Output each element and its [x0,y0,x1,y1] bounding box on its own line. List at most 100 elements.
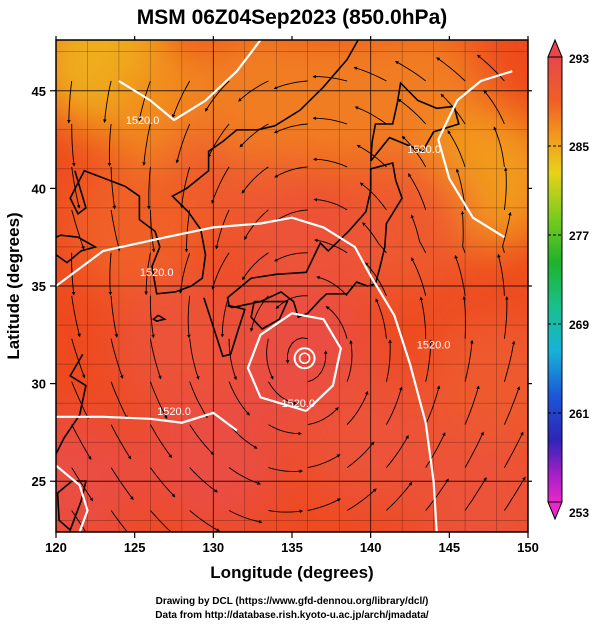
streamline [425,432,446,468]
colorbar-tick-label: 277 [569,229,589,243]
y-tick-label: 30 [32,377,46,392]
streamline [504,476,526,511]
x-tick-label: 135 [281,540,303,555]
streamline [110,381,128,420]
coastline [222,40,359,143]
streamline [503,296,509,339]
streamline [362,222,387,254]
streamline [205,80,230,112]
streamline [307,498,342,511]
streamline [71,209,85,250]
temperature-blob [64,157,205,298]
streamline [150,510,172,532]
streamline [207,123,230,158]
streamline [285,337,308,364]
streamline [71,166,81,209]
streamline [138,80,151,122]
contour-line [246,312,342,413]
streamline [228,338,237,381]
streamline [504,431,524,468]
typhoon-eye-inner [298,352,311,365]
streamline [314,238,348,254]
x-tick-label: 150 [517,540,539,555]
streamline [71,467,93,502]
colorbar: 293 285 277 269 261 253 [547,38,589,521]
typhoon-eye-ring [293,347,316,370]
streamline [312,74,348,82]
colorbar-gradient [547,56,563,503]
streamline [178,252,191,294]
streamline [464,476,487,511]
temperature-blob [111,274,252,415]
streamline [172,80,191,118]
streamline [454,254,466,296]
streamline [476,54,505,82]
contour-line [437,70,513,239]
streamline [394,61,426,82]
colorbar-tick-label: 293 [569,52,589,66]
streamline [110,166,117,210]
streamline [425,385,441,425]
streamline [150,424,173,459]
streamline [359,182,387,211]
streamline [249,295,269,332]
streamline [273,123,308,134]
streamline [228,381,250,416]
streamline [147,166,151,210]
streamline [110,295,119,338]
colorbar-tick-label: 261 [569,407,589,421]
contour-label: 1520.0 [157,406,191,418]
streamline [425,478,449,511]
streamline [436,57,466,82]
streamline [275,295,308,309]
streamline [241,166,269,194]
streamline [175,123,191,164]
streamline [353,66,387,82]
contour-label: 1520.0 [417,339,451,351]
y-axis-label: Latitude (degrees) [4,212,23,359]
coastline [250,300,289,331]
coastline [56,353,87,455]
colorbar-tick-label: 253 [569,506,589,520]
streamline [312,116,348,125]
contour-line [56,464,89,532]
streamline [419,296,427,339]
streamline [149,381,168,420]
streamline [313,197,348,211]
y-tick-label: 35 [32,279,46,294]
streamline [346,441,375,468]
coastline [56,234,98,264]
streamline [184,209,191,253]
streamline [307,407,339,426]
streamline [180,166,191,209]
streamline [149,295,155,339]
chart-title: MSM 06Z04Sep2023 (850.0hPa) [137,6,448,29]
streamline [497,253,505,296]
streamline [493,126,505,167]
y-tick-label: 45 [32,84,46,99]
contour-label: 1520.0 [126,115,160,127]
coastline [56,480,87,532]
colorbar-bottom-arrow [547,501,563,521]
streamline [316,276,348,297]
streamline [273,80,308,90]
streamline [425,339,433,382]
streamline [462,296,467,339]
streamline [375,298,387,339]
streamline [346,488,377,511]
streamline [149,338,162,380]
streamline [356,144,387,168]
streamline [464,339,474,382]
streamline [268,509,304,514]
x-tick-label: 125 [124,540,146,555]
streamline [110,467,134,501]
plot-area: 1520.0 1520.0 1520.0 1520.0 1520.0 1520.0 [56,40,528,532]
colorbar-top-arrow [547,38,563,58]
coastline [69,169,126,216]
streamline [268,467,303,473]
streamline [502,211,512,253]
streamline [385,339,392,382]
streamline [307,454,341,469]
colorbar-tick-label: 269 [569,318,589,332]
streamline [108,252,113,296]
